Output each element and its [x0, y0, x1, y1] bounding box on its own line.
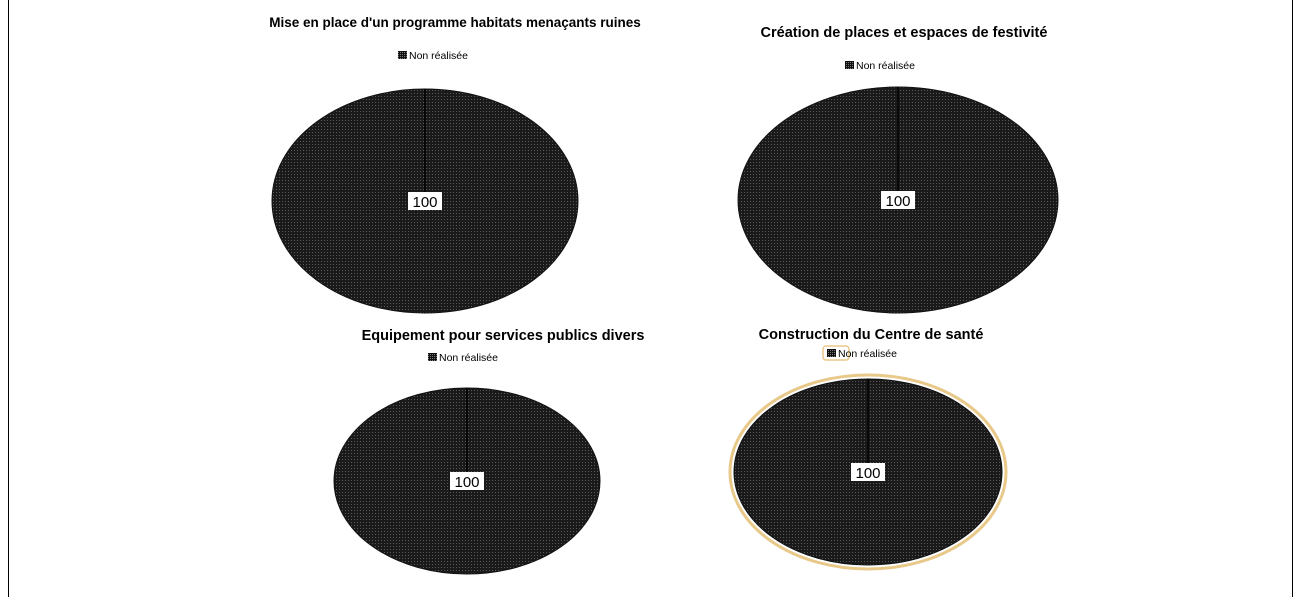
chart-title: Equipement pour services publics divers	[362, 328, 645, 344]
data-label-box	[408, 192, 442, 210]
data-label-box	[450, 472, 484, 490]
left-border-line	[8, 0, 9, 597]
legend-swatch	[827, 349, 836, 357]
legend-label: Non réalisée	[409, 50, 468, 62]
pie-chart-4: Construction du Centre de santé Non réali…	[728, 327, 1008, 571]
data-label-box	[881, 191, 915, 209]
legend-highlight-outline	[822, 345, 850, 361]
legend-label: Non réalisée	[856, 60, 915, 72]
pie-chart-3: Equipement pour services publics divers N…	[333, 328, 645, 575]
right-border-line	[1292, 0, 1293, 597]
chart-title: Construction du Centre de santé	[759, 327, 984, 343]
legend-swatch	[398, 51, 407, 59]
data-label: 100	[412, 194, 437, 211]
pie-chart-2: Création de places et espaces de festivi…	[737, 25, 1059, 314]
data-label-box	[851, 463, 885, 481]
chart-title: Création de places et espaces de festivi…	[761, 25, 1048, 41]
data-label: 100	[454, 474, 479, 491]
legend-swatch	[428, 353, 437, 361]
pie-chart-1: Mise en place d'un programme habitats me…	[269, 15, 641, 314]
legend-swatch	[845, 61, 854, 69]
data-label: 100	[885, 193, 910, 210]
data-label: 100	[855, 465, 880, 482]
chart-title: Mise en place d'un programme habitats me…	[269, 15, 641, 30]
chart-highlight-outline	[728, 373, 1008, 571]
legend-label: Non réalisée	[838, 348, 897, 360]
legend-label: Non réalisée	[439, 352, 498, 364]
